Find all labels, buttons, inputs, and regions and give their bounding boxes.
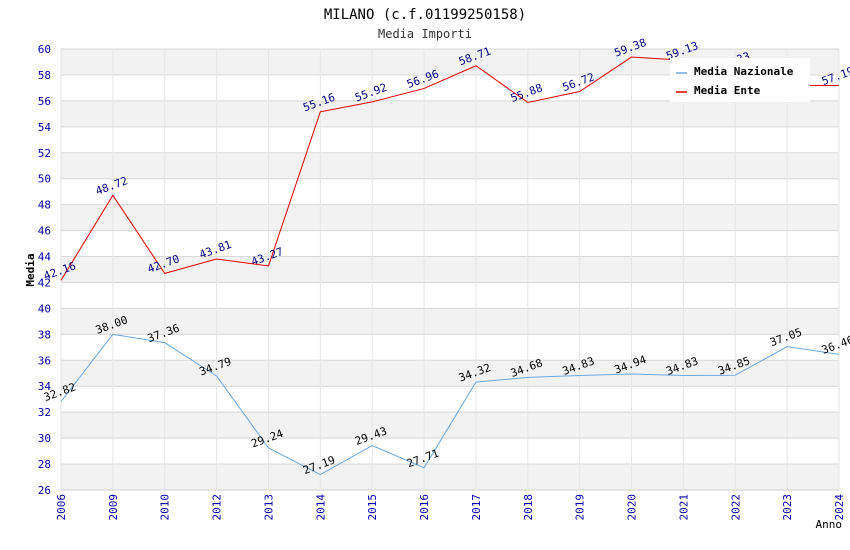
chart-subtitle: Media Importi xyxy=(378,27,472,41)
series-line-media-nazionale xyxy=(60,333,840,476)
grid-lines xyxy=(60,48,840,491)
y-tick-label: 44 xyxy=(38,251,52,264)
y-axis-ticks: 26 28 30 32 34 36 38 40 42 44 46 48 50 52 54 56 58 60 xyxy=(38,43,52,497)
y-tick-label: 30 xyxy=(38,432,51,445)
x-tick-label: 2023 xyxy=(781,494,794,521)
x-tick-label: 2016 xyxy=(418,494,431,521)
x-tick-label: 2020 xyxy=(626,494,639,521)
y-tick-label: 58 xyxy=(38,69,51,82)
x-tick-label: 2015 xyxy=(366,494,379,521)
y-tick-label: 50 xyxy=(38,173,51,186)
y-tick-label: 26 xyxy=(38,484,51,497)
y-tick-label: 42 xyxy=(38,276,51,289)
y-tick-label: 48 xyxy=(38,199,51,212)
x-tick-label: 2014 xyxy=(314,494,327,521)
x-tick-label: 2024 xyxy=(833,494,846,521)
x-tick-label: 2017 xyxy=(470,494,483,521)
plot-bands xyxy=(61,49,839,490)
plot-band xyxy=(61,308,839,335)
legend: Media Nazionale Media Ente xyxy=(670,58,810,102)
y-tick-label: 56 xyxy=(38,95,51,108)
x-tick-label: 2018 xyxy=(522,494,535,521)
plot-band xyxy=(61,360,839,387)
y-tick-label: 52 xyxy=(38,147,51,160)
y-axis-label: Media xyxy=(24,253,37,286)
x-tick-label: 2009 xyxy=(107,494,120,521)
plot-band xyxy=(61,256,839,283)
x-axis-label: Anno xyxy=(816,518,843,531)
legend-entry-media-ente: Media Ente xyxy=(694,84,761,97)
x-tick-label: 2010 xyxy=(159,494,172,521)
x-tick-label: 2022 xyxy=(729,494,742,521)
x-tick-label: 2013 xyxy=(262,494,275,521)
x-axis-ticks: 2006 2009 2010 2012 2013 2014 2015 2016 2017 2018… xyxy=(55,494,846,521)
chart-title: MILANO (c.f.01199250158) xyxy=(324,7,526,23)
legend-box xyxy=(670,58,810,102)
x-tick-label: 2012 xyxy=(211,494,224,521)
x-tick-label: 2021 xyxy=(677,494,690,521)
x-tick-label: 2006 xyxy=(55,494,68,521)
y-tick-label: 54 xyxy=(38,121,52,134)
x-tick-label: 2019 xyxy=(574,494,587,521)
plot-band xyxy=(61,464,839,490)
y-tick-label: 40 xyxy=(38,302,51,315)
plot-band xyxy=(61,152,839,179)
y-tick-label: 28 xyxy=(38,458,51,471)
y-tick-label: 32 xyxy=(38,406,51,419)
y-tick-label: 38 xyxy=(38,328,51,341)
y-tick-label: 46 xyxy=(38,225,51,238)
plot-band xyxy=(61,100,839,127)
plot-band xyxy=(61,204,839,231)
legend-entry-media-nazionale: Media Nazionale xyxy=(694,65,794,78)
y-tick-label: 36 xyxy=(38,354,51,367)
y-tick-label: 34 xyxy=(38,380,52,393)
y-tick-label: 60 xyxy=(38,43,51,56)
